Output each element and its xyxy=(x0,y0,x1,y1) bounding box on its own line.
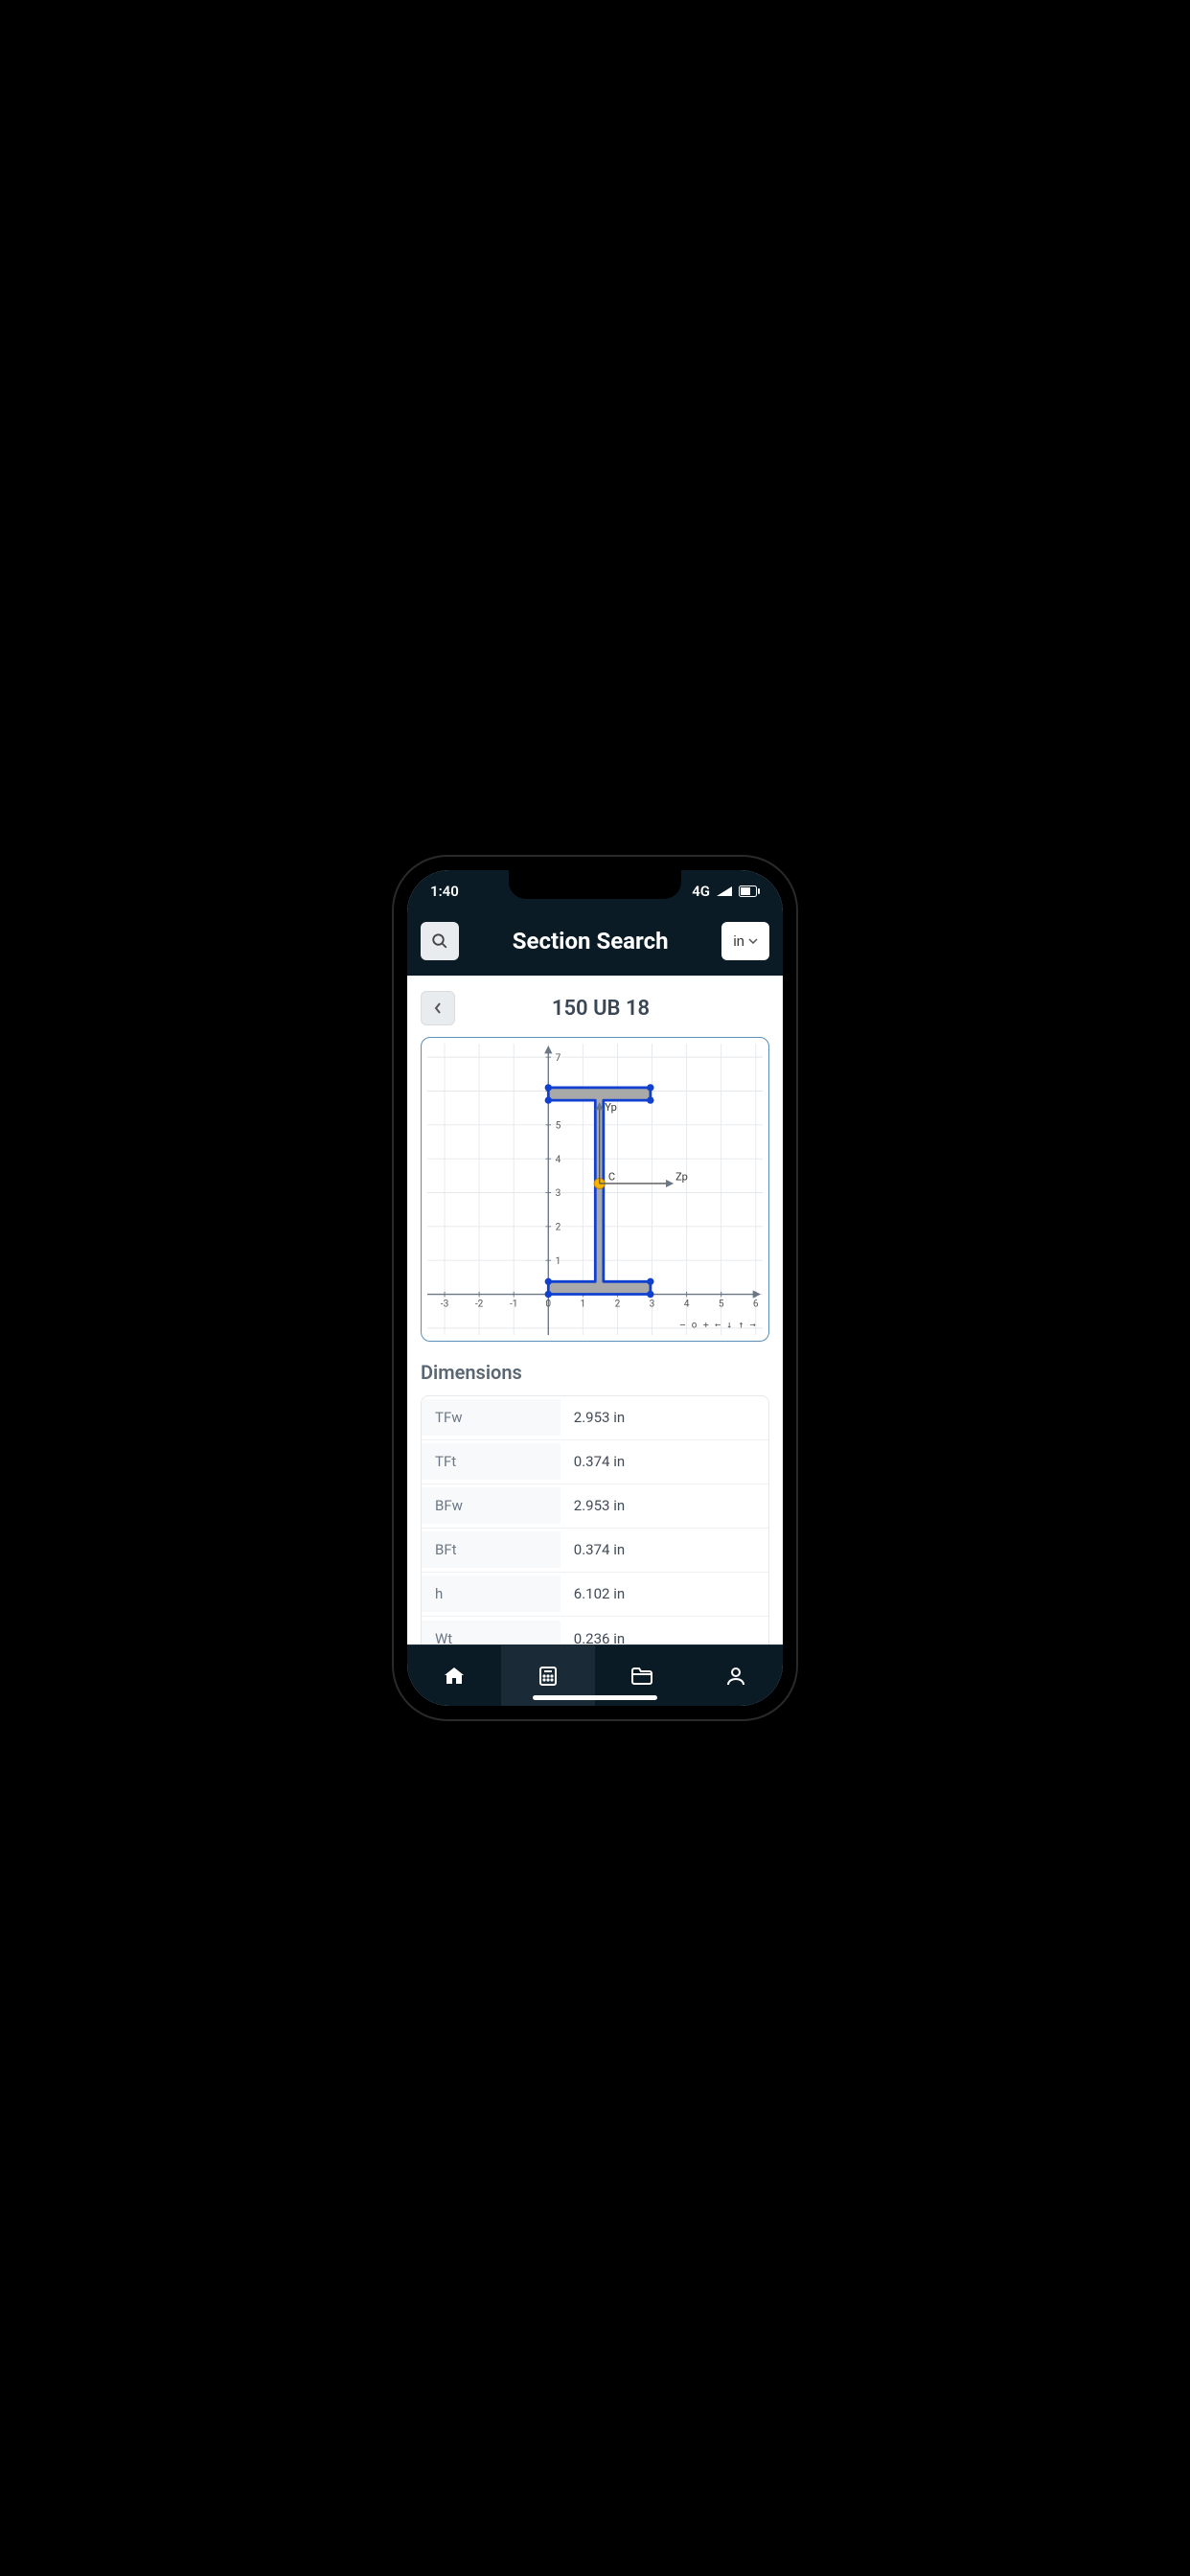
svg-text:4: 4 xyxy=(684,1299,690,1309)
content-area: 150 UB 18 -3-2-101234561234567CZpYp− o +… xyxy=(407,976,783,1644)
dim-value: 0.236 in xyxy=(561,1621,768,1644)
battery-icon xyxy=(739,886,760,897)
svg-text:C: C xyxy=(608,1170,615,1183)
dimensions-heading: Dimensions xyxy=(421,1361,769,1384)
table-row: Wt0.236 in xyxy=(422,1617,768,1644)
chevron-left-icon xyxy=(434,1002,442,1014)
section-name: 150 UB 18 xyxy=(467,997,735,1021)
search-button[interactable] xyxy=(421,922,459,960)
svg-text:Yp: Yp xyxy=(605,1101,617,1114)
user-icon xyxy=(724,1665,747,1688)
calculator-icon xyxy=(537,1665,560,1688)
svg-text:3: 3 xyxy=(556,1188,561,1199)
dim-value: 0.374 in xyxy=(561,1443,768,1480)
svg-text:4: 4 xyxy=(556,1155,561,1165)
svg-text:Zp: Zp xyxy=(675,1170,688,1183)
dim-value: 2.953 in xyxy=(561,1399,768,1436)
dim-value: 0.374 in xyxy=(561,1531,768,1568)
table-row: TFt0.374 in xyxy=(422,1440,768,1484)
unit-value: in xyxy=(733,933,744,950)
signal-icon xyxy=(716,886,733,897)
dim-label: h xyxy=(422,1576,561,1612)
tab-profile[interactable] xyxy=(689,1645,783,1706)
section-diagram[interactable]: -3-2-101234561234567CZpYp− o + ← ↓ ↑ → xyxy=(421,1037,769,1342)
dim-label: BFt xyxy=(422,1531,561,1568)
page-title: Section Search xyxy=(469,928,712,954)
svg-text:5: 5 xyxy=(719,1299,724,1309)
svg-text:2: 2 xyxy=(615,1299,621,1309)
app-header: Section Search in xyxy=(407,912,783,976)
svg-text:5: 5 xyxy=(556,1121,561,1132)
svg-text:-3: -3 xyxy=(441,1299,449,1309)
folder-icon xyxy=(629,1665,654,1688)
dim-value: 6.102 in xyxy=(561,1576,768,1612)
home-indicator[interactable] xyxy=(533,1695,657,1700)
svg-text:0: 0 xyxy=(545,1299,551,1309)
svg-text:2: 2 xyxy=(556,1223,561,1233)
svg-text:1: 1 xyxy=(581,1299,586,1309)
svg-text:7: 7 xyxy=(556,1053,561,1064)
svg-text:− o + ← ↓ ↑ →: − o + ← ↓ ↑ → xyxy=(679,1321,755,1331)
table-row: TFw2.953 in xyxy=(422,1396,768,1440)
status-time: 1:40 xyxy=(430,883,459,900)
dim-label: TFw xyxy=(422,1399,561,1436)
svg-text:1: 1 xyxy=(556,1256,561,1267)
chevron-down-icon xyxy=(748,938,758,944)
home-icon xyxy=(443,1665,466,1688)
dim-label: BFw xyxy=(422,1487,561,1524)
status-network: 4G xyxy=(692,883,710,900)
dim-label: TFt xyxy=(422,1443,561,1480)
dim-value: 2.953 in xyxy=(561,1487,768,1524)
svg-text:6: 6 xyxy=(753,1299,759,1309)
diagram-svg: -3-2-101234561234567CZpYp− o + ← ↓ ↑ → xyxy=(427,1044,763,1335)
dimensions-table: TFw2.953 inTFt0.374 inBFw2.953 inBFt0.37… xyxy=(421,1395,769,1644)
table-row: h6.102 in xyxy=(422,1573,768,1617)
back-button[interactable] xyxy=(421,991,455,1025)
svg-text:-2: -2 xyxy=(475,1299,484,1309)
unit-selector[interactable]: in xyxy=(721,922,769,960)
svg-text:3: 3 xyxy=(650,1299,655,1309)
dim-label: Wt xyxy=(422,1621,561,1644)
svg-text:-1: -1 xyxy=(510,1299,518,1309)
table-row: BFt0.374 in xyxy=(422,1529,768,1573)
table-row: BFw2.953 in xyxy=(422,1484,768,1529)
tab-home[interactable] xyxy=(407,1645,501,1706)
search-icon xyxy=(431,932,448,950)
